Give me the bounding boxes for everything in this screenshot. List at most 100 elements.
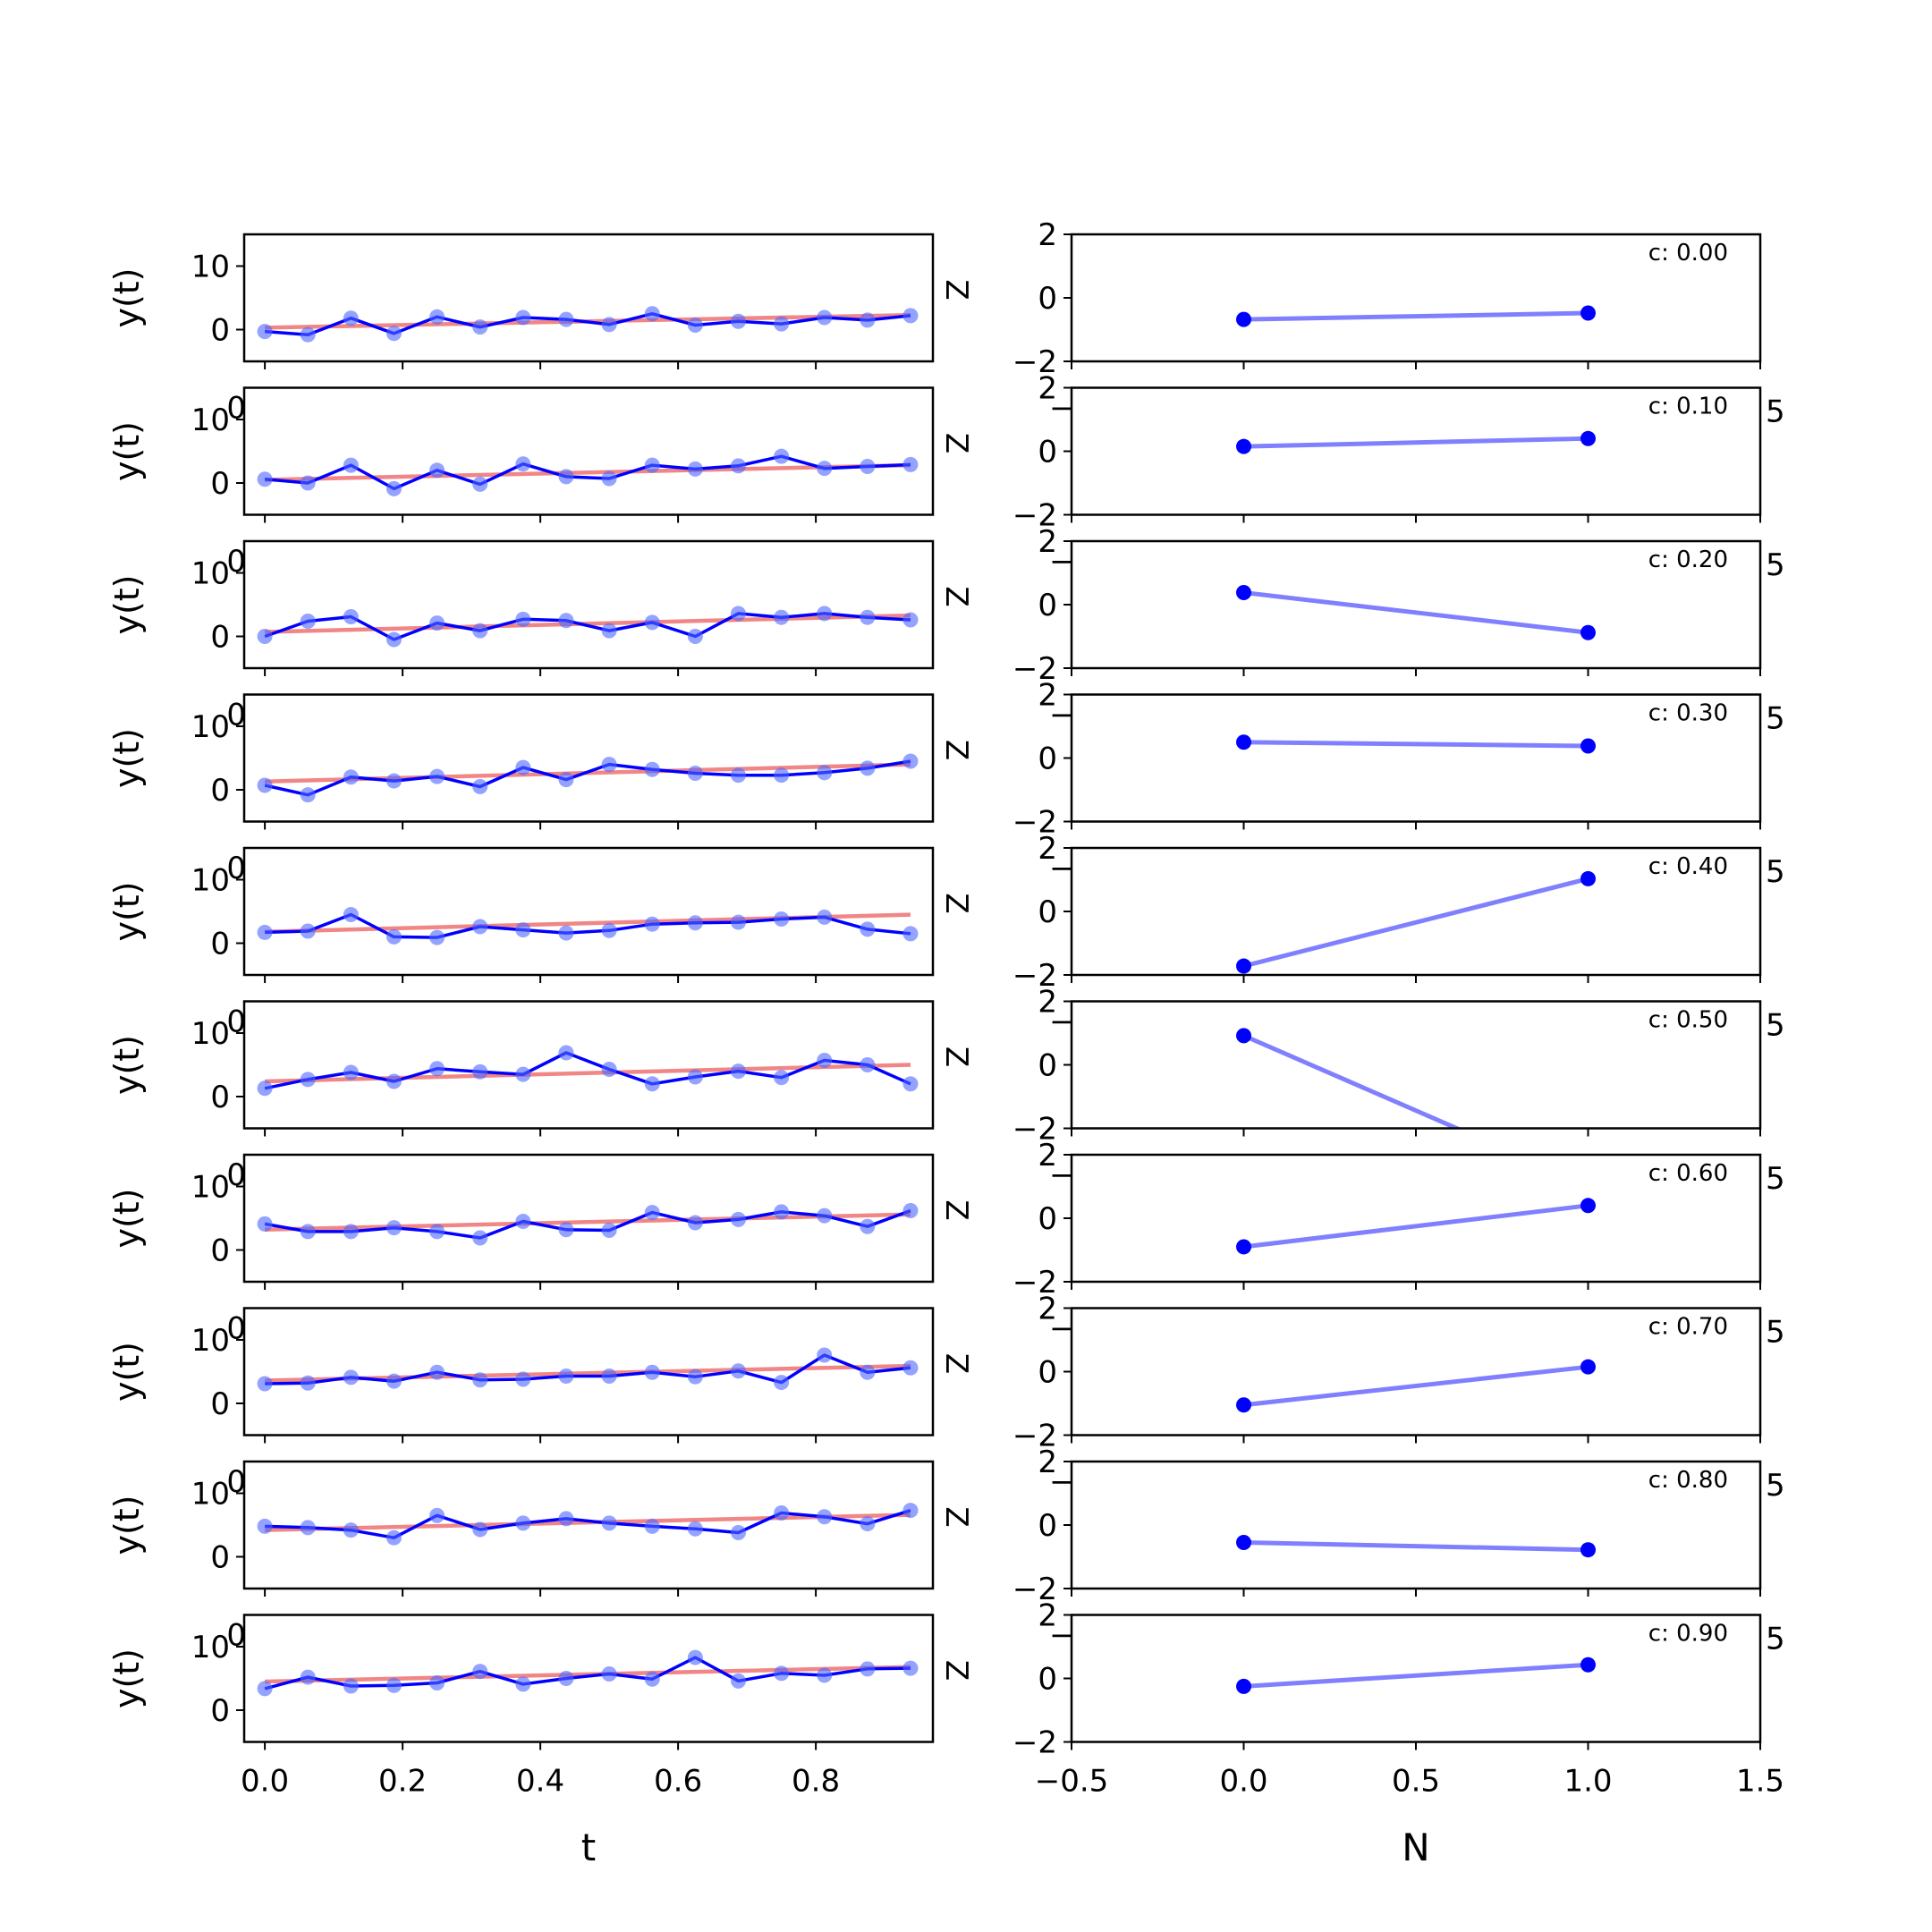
right-ytick-label: 0 [1038, 1048, 1057, 1084]
observed-point [257, 629, 273, 644]
right-ytick-label: 2 [1038, 371, 1057, 407]
observed-point [860, 760, 876, 776]
right-axes-bg [1072, 848, 1760, 975]
observed-point [644, 1518, 660, 1534]
overlap-fragment-right: 5 [1766, 1468, 1785, 1504]
left-axes-frame [242, 539, 935, 670]
c-annotation: c: 0.80 [1648, 1467, 1728, 1494]
observed-point [429, 309, 445, 325]
right-ytick-label: −2 [1013, 498, 1057, 534]
left-ylabel: y(t) [107, 1495, 147, 1555]
fit-line [265, 1212, 911, 1233]
observed-point [558, 1511, 574, 1527]
left-ytick-label: 0 [210, 927, 230, 962]
z-axis-fragment: Z [938, 1353, 974, 1374]
c-annotation: c: 0.70 [1648, 1314, 1728, 1341]
observed-point [386, 928, 402, 945]
observed-point [343, 1224, 359, 1240]
observed-point [730, 458, 746, 474]
overlap-fragment-right: 5 [1766, 1008, 1785, 1044]
z-axis-fragment: Z [938, 1046, 974, 1067]
right-ytick-label: 2 [1038, 1445, 1057, 1480]
observed-point [257, 1518, 273, 1534]
left-panel-0: Z 0 10 y(t) [107, 233, 974, 369]
observed-point [902, 612, 919, 628]
left-axes-frame [242, 233, 935, 363]
observed-point [386, 1373, 402, 1389]
right-ytick-label: 2 [1038, 831, 1057, 867]
observed-point [687, 461, 703, 477]
overlap-fragment-right: 5 [1766, 854, 1785, 890]
n-line [1243, 1540, 1589, 1553]
observed-point [687, 1649, 703, 1665]
observed-point [730, 767, 746, 784]
n-point [1236, 438, 1251, 454]
n-line [1243, 590, 1589, 635]
observed-point [860, 1516, 876, 1532]
left-axes-frame [242, 1000, 935, 1130]
observed-point [515, 922, 531, 938]
right-ytick-label: 0 [1038, 1662, 1057, 1698]
observed-point [817, 1053, 833, 1069]
left-xtick-label: 0.6 [654, 1764, 702, 1800]
left-xtick-label: 0.4 [516, 1764, 564, 1800]
n-point [1580, 1198, 1596, 1214]
fit-line [265, 1513, 911, 1532]
left-ylabel: y(t) [107, 1035, 147, 1095]
left-ytick-label: 10 [191, 556, 230, 592]
right-ytick-label: 2 [1038, 217, 1057, 253]
c-annotation: c: 0.00 [1648, 240, 1728, 267]
left-xlabel: t [581, 1826, 596, 1869]
observed-point [300, 1520, 316, 1536]
observed-point [343, 457, 359, 473]
overlap-fragment-left: 0 [226, 1311, 246, 1347]
right-ytick-label: −2 [1013, 1419, 1057, 1454]
observed-point [343, 769, 359, 785]
observed-point [558, 1671, 574, 1686]
observed-point [644, 761, 660, 777]
c-annotation: c: 0.50 [1648, 1007, 1728, 1034]
observed-point [300, 1224, 316, 1240]
right-xtick-label: 0.5 [1392, 1764, 1440, 1800]
observed-line [265, 1509, 911, 1539]
observed-point [730, 1063, 746, 1080]
right-ytick-label: 0 [1038, 894, 1057, 930]
observed-point [300, 787, 316, 803]
left-ytick-label: 0 [210, 620, 230, 656]
observed-point [429, 929, 445, 945]
observed-point [817, 1509, 833, 1525]
observed-point [472, 1372, 488, 1388]
left-axes-frame [242, 846, 935, 977]
observed-point [472, 919, 488, 935]
n-point [1236, 1678, 1251, 1694]
left-ytick-label: 10 [191, 863, 230, 899]
observed-point [257, 1080, 273, 1097]
observed-point [300, 475, 316, 491]
observed-point [343, 310, 359, 326]
observed-point [343, 1522, 359, 1538]
observed-point [515, 1214, 531, 1230]
n-point [1580, 738, 1596, 754]
observed-point [429, 768, 445, 784]
observed-point [817, 606, 833, 622]
right-data [1236, 1535, 1596, 1558]
overlap-fragment-right: 5 [1766, 394, 1785, 430]
z-axis-fragment: Z [938, 586, 974, 606]
n-line [1243, 310, 1589, 322]
observed-line [265, 1353, 911, 1385]
n-line [1243, 1364, 1589, 1408]
fit-line [265, 1665, 911, 1684]
overlap-fragment-right: 5 [1766, 1622, 1785, 1657]
observed-point [902, 308, 919, 324]
observed-line [264, 612, 911, 641]
observed-point [558, 469, 574, 485]
observed-point [343, 907, 359, 923]
observed-point [429, 1224, 445, 1240]
observed-point [472, 623, 488, 639]
